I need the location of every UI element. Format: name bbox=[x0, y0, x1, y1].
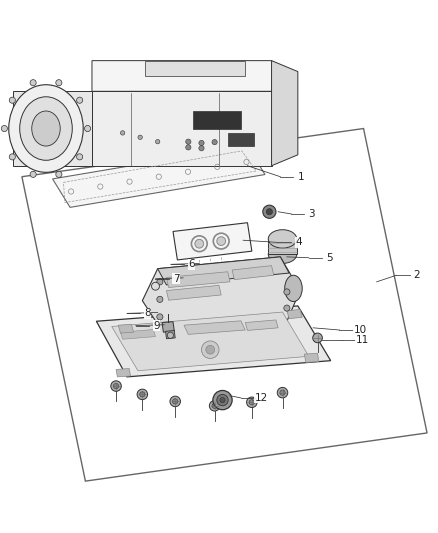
Polygon shape bbox=[158, 257, 289, 285]
Circle shape bbox=[77, 97, 83, 103]
Circle shape bbox=[277, 387, 288, 398]
Polygon shape bbox=[13, 91, 92, 166]
Circle shape bbox=[138, 135, 142, 140]
Circle shape bbox=[9, 154, 15, 160]
Text: 9: 9 bbox=[153, 321, 160, 330]
Ellipse shape bbox=[32, 111, 60, 146]
Circle shape bbox=[170, 396, 180, 407]
Text: 3: 3 bbox=[308, 209, 315, 219]
Polygon shape bbox=[232, 265, 274, 280]
Polygon shape bbox=[228, 133, 254, 146]
Polygon shape bbox=[92, 91, 272, 166]
Polygon shape bbox=[53, 146, 265, 207]
Circle shape bbox=[152, 282, 159, 290]
Polygon shape bbox=[272, 61, 298, 166]
Ellipse shape bbox=[268, 230, 297, 248]
Polygon shape bbox=[193, 111, 241, 128]
Circle shape bbox=[213, 391, 232, 410]
Circle shape bbox=[186, 145, 191, 150]
Polygon shape bbox=[166, 272, 230, 287]
Circle shape bbox=[113, 383, 119, 389]
Circle shape bbox=[199, 146, 204, 151]
Circle shape bbox=[212, 140, 217, 145]
Polygon shape bbox=[96, 306, 331, 377]
Text: 6: 6 bbox=[188, 260, 195, 269]
Circle shape bbox=[56, 79, 62, 86]
Circle shape bbox=[280, 390, 285, 395]
Circle shape bbox=[195, 239, 204, 248]
Polygon shape bbox=[112, 312, 309, 371]
Circle shape bbox=[120, 131, 125, 135]
Ellipse shape bbox=[268, 245, 297, 263]
Circle shape bbox=[247, 397, 257, 408]
Polygon shape bbox=[118, 324, 134, 333]
Circle shape bbox=[85, 125, 91, 132]
Circle shape bbox=[263, 205, 276, 219]
Text: 11: 11 bbox=[356, 335, 369, 345]
Polygon shape bbox=[184, 321, 245, 334]
Circle shape bbox=[199, 140, 204, 146]
Text: 5: 5 bbox=[326, 253, 333, 263]
Polygon shape bbox=[173, 223, 252, 260]
Circle shape bbox=[30, 79, 36, 86]
Text: 10: 10 bbox=[353, 325, 367, 335]
Circle shape bbox=[217, 394, 228, 406]
Circle shape bbox=[137, 389, 148, 400]
Circle shape bbox=[173, 399, 178, 404]
Polygon shape bbox=[166, 330, 175, 339]
Circle shape bbox=[284, 289, 290, 295]
Text: 12: 12 bbox=[255, 393, 268, 403]
Polygon shape bbox=[166, 285, 221, 300]
Polygon shape bbox=[92, 61, 280, 91]
Polygon shape bbox=[142, 257, 300, 334]
Circle shape bbox=[266, 209, 272, 215]
Polygon shape bbox=[116, 368, 131, 377]
Circle shape bbox=[157, 279, 163, 285]
Polygon shape bbox=[162, 322, 174, 332]
Text: 7: 7 bbox=[173, 274, 180, 284]
Circle shape bbox=[157, 296, 163, 302]
Polygon shape bbox=[120, 329, 155, 339]
Circle shape bbox=[167, 332, 173, 338]
Text: 4: 4 bbox=[295, 237, 302, 247]
Circle shape bbox=[206, 345, 215, 354]
Polygon shape bbox=[245, 320, 278, 330]
Circle shape bbox=[56, 171, 62, 177]
Circle shape bbox=[77, 154, 83, 160]
Ellipse shape bbox=[9, 85, 83, 172]
Circle shape bbox=[186, 139, 191, 144]
Polygon shape bbox=[287, 310, 302, 319]
Text: 1: 1 bbox=[297, 172, 304, 182]
Circle shape bbox=[209, 400, 220, 411]
Circle shape bbox=[9, 97, 15, 103]
Polygon shape bbox=[145, 61, 245, 76]
Circle shape bbox=[157, 314, 163, 320]
Polygon shape bbox=[268, 239, 297, 254]
Circle shape bbox=[1, 125, 7, 132]
Circle shape bbox=[217, 237, 226, 246]
Text: 8: 8 bbox=[144, 309, 151, 318]
Circle shape bbox=[155, 140, 160, 144]
Circle shape bbox=[111, 381, 121, 391]
Circle shape bbox=[212, 403, 217, 408]
Ellipse shape bbox=[20, 97, 72, 160]
Ellipse shape bbox=[285, 275, 302, 302]
Text: 2: 2 bbox=[413, 270, 420, 280]
Circle shape bbox=[313, 333, 322, 343]
Circle shape bbox=[284, 305, 290, 311]
Polygon shape bbox=[304, 353, 319, 362]
Circle shape bbox=[140, 392, 145, 397]
Circle shape bbox=[220, 398, 225, 403]
Circle shape bbox=[30, 171, 36, 177]
Circle shape bbox=[201, 341, 219, 359]
Circle shape bbox=[249, 400, 254, 405]
